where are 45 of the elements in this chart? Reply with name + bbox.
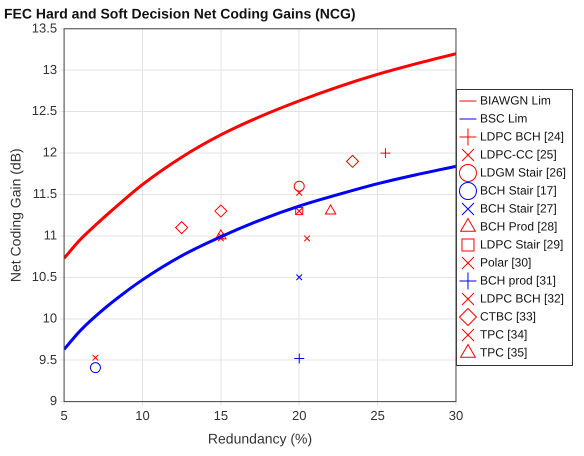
legend-label: Polar [30]: [480, 255, 532, 270]
legend-label: BCH prod [31]: [480, 273, 556, 288]
y-tick-label: 9: [50, 393, 58, 408]
legend-label: LDPC Stair [29]: [480, 237, 564, 252]
y-tick-label: 13.5: [32, 20, 58, 36]
x-tick-label: 30: [448, 408, 464, 423]
point: [346, 154, 360, 168]
point: [90, 362, 101, 374]
x-tick-label: 15: [214, 408, 228, 423]
y-axis-title: Net Coding Gain (dB): [7, 148, 24, 282]
legend-label: LDPC-CC [25]: [480, 147, 557, 162]
y-tick-label: 12: [42, 144, 58, 160]
y-tick-label: 11: [44, 227, 58, 242]
legend-label: TPC [34]: [480, 327, 528, 342]
point: [380, 148, 391, 159]
point: [92, 354, 99, 362]
x-axis-title: Redundancy (%): [208, 430, 312, 446]
legend-label: TPC [35]: [480, 345, 528, 360]
point: [294, 180, 305, 192]
y-tick-label: 12.5: [32, 103, 58, 118]
point: [324, 204, 336, 215]
point: [296, 190, 303, 196]
point: [304, 235, 310, 242]
y-tick-label: 13: [42, 62, 58, 77]
legend-label: BCH Stair [27]: [480, 201, 557, 216]
x-tick-label: 10: [135, 408, 150, 423]
legend-label: LDPC BCH [32]: [480, 291, 564, 306]
legend-label: BCH Prod [28]: [480, 219, 558, 234]
y-tick-label: 11.5: [32, 186, 58, 202]
chart-title: FEC Hard and Soft Decision Net Coding Gains (NCG): [4, 5, 356, 22]
x-tick-label: 25: [370, 408, 385, 423]
y-tick-label: 10.5: [32, 268, 58, 284]
legend-label: BIAWGN Lim: [480, 93, 551, 108]
legend-label: LDPC BCH [24]: [480, 129, 564, 144]
legend-label: BCH Stair [17]: [480, 183, 557, 198]
x-tick-label: 20: [292, 408, 306, 423]
y-tick-label: 10: [42, 310, 58, 326]
point: [296, 274, 303, 281]
legend-label: LDGM Stair [26]: [480, 165, 566, 180]
y-tick-label: 9.5: [39, 352, 58, 367]
x-tick-label: 5: [60, 408, 68, 423]
point: [214, 204, 228, 218]
legend-label: BSC Lim: [480, 111, 528, 126]
point: [175, 221, 188, 234]
legend-label: CTBC [33]: [480, 309, 536, 324]
